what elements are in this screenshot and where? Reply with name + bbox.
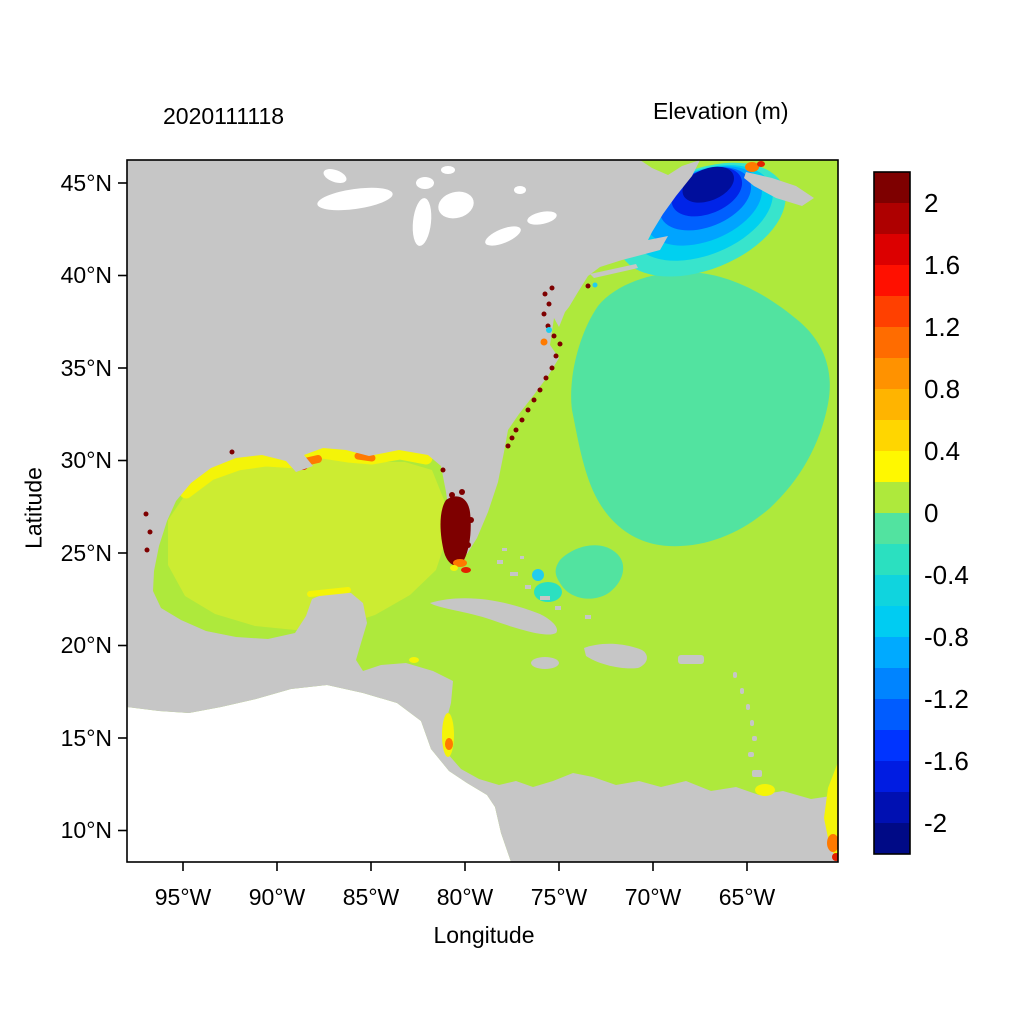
ytick-30n: 30°N xyxy=(60,447,112,473)
ytick-10n: 10°N xyxy=(60,817,112,843)
ytick-25n: 25°N xyxy=(60,540,112,566)
bahamas-negative-tongue xyxy=(555,545,624,599)
pamlico-cyan-spot xyxy=(546,327,552,333)
colorbar-label-0: 0 xyxy=(924,498,939,528)
colorbar-label-2: 2 xyxy=(924,188,939,218)
colorbar-block xyxy=(874,606,910,637)
colorbar-block xyxy=(874,730,910,761)
colorbar-block xyxy=(874,792,910,823)
colorbar-border xyxy=(873,171,911,855)
ytick-15n: 15°N xyxy=(60,725,112,751)
florida-surge-blob xyxy=(440,496,471,566)
colorbar-label-n1p6: -1.6 xyxy=(924,746,969,776)
bahamas-islands xyxy=(497,548,591,619)
atlantic-negative-patch xyxy=(571,272,830,547)
plot-date-title: 2020111118 xyxy=(163,103,285,129)
colorbar-block xyxy=(874,823,910,854)
colorbar-block xyxy=(874,296,910,327)
colorbar-block xyxy=(874,172,910,203)
colorbar-block xyxy=(874,699,910,730)
orinoco-red-spot xyxy=(832,853,838,861)
axis-tick-marks xyxy=(118,182,748,871)
cuba-island xyxy=(430,598,558,635)
east-coast-surge-specks xyxy=(143,283,591,553)
y-axis-label: Latitude xyxy=(20,467,47,549)
gulf-of-mexico-field xyxy=(168,458,446,630)
yucatan-yellow-band xyxy=(307,587,351,597)
nova-scotia-land xyxy=(744,172,814,206)
low-core-navy xyxy=(682,166,734,203)
plot-border xyxy=(126,159,839,863)
pamlico-orange-spot xyxy=(540,338,548,346)
jamaica-island xyxy=(531,657,559,669)
colorbar-label-n0p8: -0.8 xyxy=(924,622,969,652)
colorbar xyxy=(873,171,911,855)
north-america-landmass xyxy=(127,160,838,862)
lesser-antilles-islands xyxy=(733,672,762,777)
map-layers xyxy=(127,160,838,862)
florida-surge-specks xyxy=(440,467,474,548)
x-axis-label: Longitude xyxy=(433,922,535,948)
xtick-65w: 65°W xyxy=(718,884,776,910)
ytick-35n: 35°N xyxy=(60,355,112,381)
colorbar-label-n2: -2 xyxy=(924,808,948,838)
colorbar-title: Elevation (m) xyxy=(653,98,789,124)
orinoco-orange-spot xyxy=(827,834,838,852)
colorbar-block xyxy=(874,389,910,420)
colorbar-label-n1p2: -1.2 xyxy=(924,684,969,714)
great-lakes xyxy=(317,166,557,246)
florida-orange-fringe xyxy=(453,559,467,567)
xtick-85w: 85°W xyxy=(342,884,400,910)
florida-red-fringe xyxy=(461,567,471,573)
colorbar-label-1p6: 1.6 xyxy=(924,250,961,280)
colorbar-block xyxy=(874,265,910,296)
colorbar-block xyxy=(874,637,910,668)
xtick-75w: 75°W xyxy=(530,884,588,910)
xtick-95w: 95°W xyxy=(154,884,212,910)
panhandle-orange-band xyxy=(354,452,376,462)
colorbar-block xyxy=(874,234,910,265)
ny-bight-cyan-spot xyxy=(592,282,598,288)
colorbar-block xyxy=(874,761,910,792)
xtick-70w: 70°W xyxy=(624,884,682,910)
ytick-40n: 40°N xyxy=(60,262,112,288)
hispaniola-island xyxy=(584,643,647,669)
colorbar-block xyxy=(874,668,910,699)
xtick-80w: 80°W xyxy=(436,884,494,910)
bahamas-cyan-spot xyxy=(532,569,544,581)
trinidad-yellow-patch xyxy=(755,784,775,796)
colorbar-block xyxy=(874,327,910,358)
colorbar-label-0p8: 0.8 xyxy=(924,374,961,404)
nicaragua-yellow-band xyxy=(442,713,454,757)
colorbar-label-1p2: 1.2 xyxy=(924,312,961,342)
colorbar-block xyxy=(874,544,910,575)
colorbar-block xyxy=(874,203,910,234)
honduras-yellow-spot xyxy=(409,657,419,663)
colorbar-block xyxy=(874,575,910,606)
colorbar-block xyxy=(874,482,910,513)
colorbar-block xyxy=(874,420,910,451)
colorbar-block xyxy=(874,513,910,544)
nicaragua-orange-spot xyxy=(445,738,453,750)
puerto-rico-island xyxy=(678,655,704,664)
florida-yellow-fringe xyxy=(450,565,458,571)
ytick-45n: 45°N xyxy=(60,170,112,196)
long-island-land xyxy=(590,264,638,278)
fundy-head-orange-spot xyxy=(745,162,759,172)
colorbar-label-0p4: 0.4 xyxy=(924,436,961,466)
colorbar-block xyxy=(874,358,910,389)
colorbar-label-n0p4: -0.4 xyxy=(924,560,969,590)
xtick-90w: 90°W xyxy=(248,884,306,910)
fundy-head-red-spot xyxy=(757,161,765,167)
pacific-outside-domain xyxy=(127,685,511,862)
ytick-20n: 20°N xyxy=(60,632,112,658)
colorbar-block xyxy=(874,451,910,482)
